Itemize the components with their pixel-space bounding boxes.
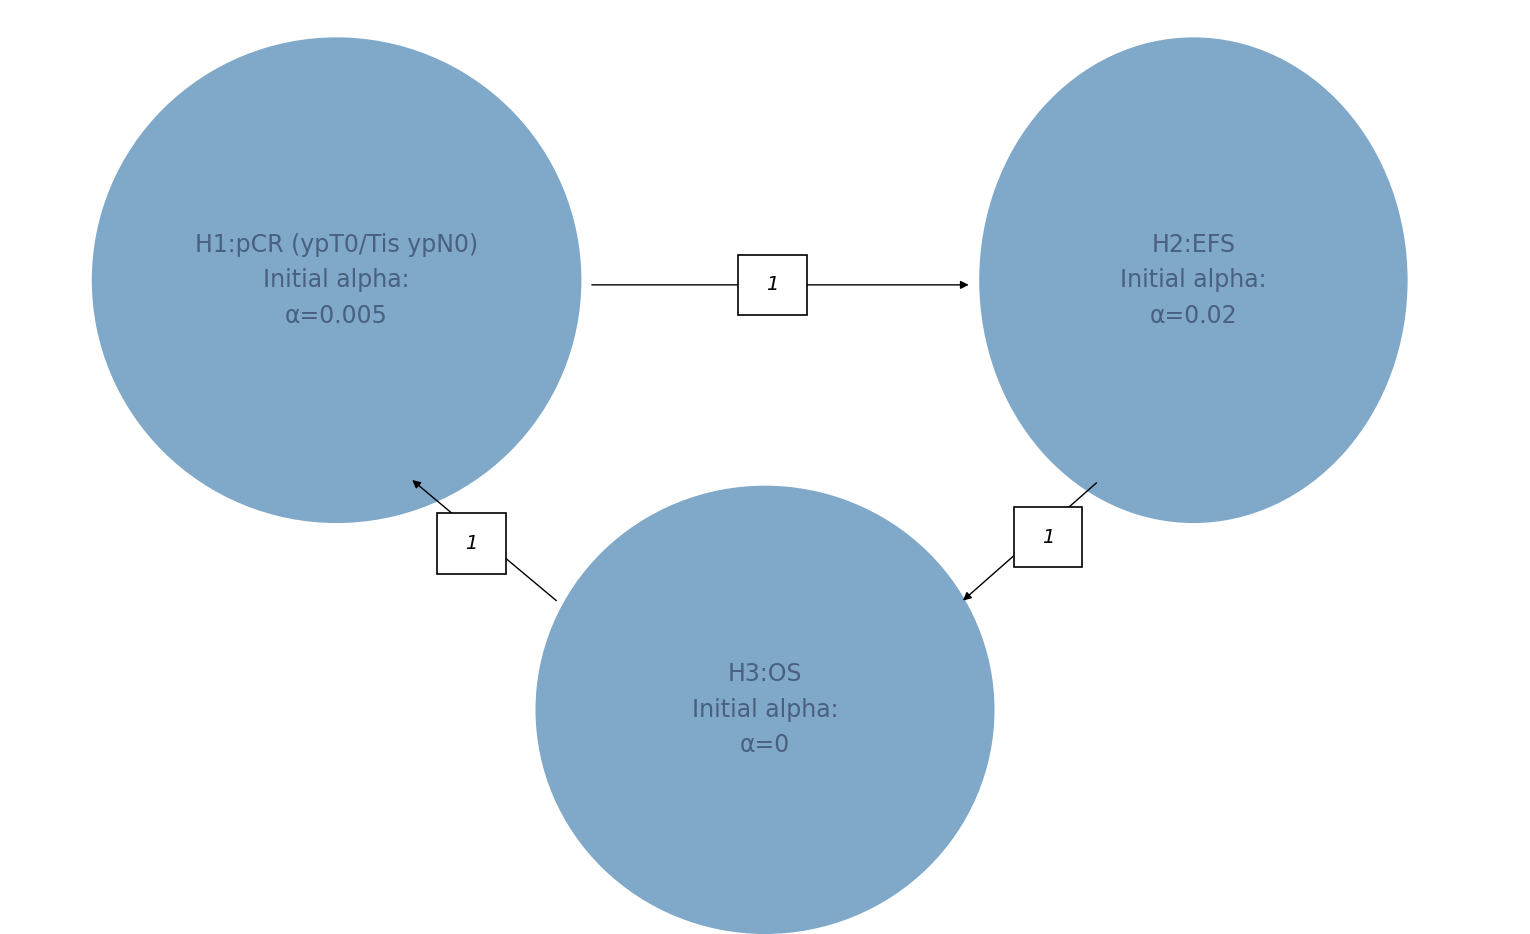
FancyBboxPatch shape	[737, 254, 808, 316]
Ellipse shape	[536, 486, 994, 934]
Text: 1: 1	[767, 276, 779, 294]
FancyBboxPatch shape	[436, 514, 505, 573]
FancyBboxPatch shape	[1013, 506, 1083, 567]
Text: H3:OS
Initial alpha:
α=0: H3:OS Initial alpha: α=0	[692, 662, 838, 757]
Text: 1: 1	[1042, 528, 1054, 546]
Ellipse shape	[979, 37, 1408, 523]
Text: 1: 1	[465, 534, 477, 553]
Text: H1:pCR (ypT0/Tis ypN0)
Initial alpha:
α=0.005: H1:pCR (ypT0/Tis ypN0) Initial alpha: α=…	[194, 233, 479, 328]
Text: H2:EFS
Initial alpha:
α=0.02: H2:EFS Initial alpha: α=0.02	[1120, 233, 1267, 328]
Ellipse shape	[92, 37, 581, 523]
